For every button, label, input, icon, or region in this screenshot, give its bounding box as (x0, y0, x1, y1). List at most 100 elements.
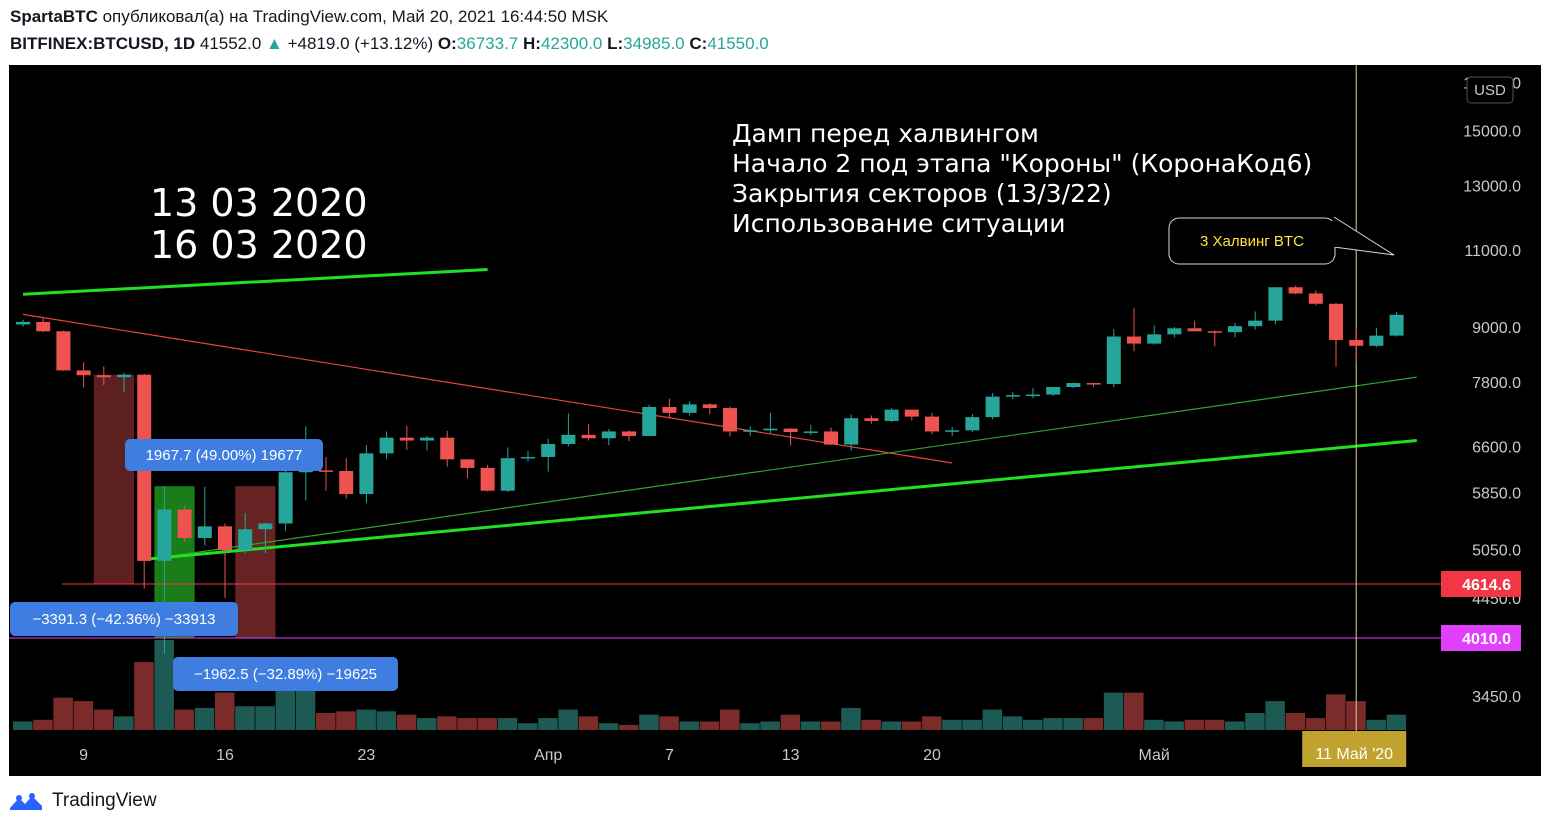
volume-bar (1285, 713, 1306, 730)
volume-bar (13, 721, 33, 730)
candle-body (1106, 336, 1121, 385)
price-axis: 17000.015000.013000.011000.09000.07800.0… (1441, 75, 1521, 706)
volume-bar (1043, 718, 1063, 730)
volume-bar (497, 718, 518, 730)
volume-layer (13, 639, 1407, 730)
x-tick-label: 16 (216, 747, 234, 764)
volume-bar (1204, 719, 1225, 730)
footer-brand[interactable]: TradingView (8, 790, 157, 812)
volume-bar (73, 701, 94, 730)
measure-label: 1967.7 (49.00%) 19677 (146, 447, 303, 464)
x-tick-label: 20 (923, 747, 941, 764)
candle-body (76, 370, 91, 376)
candle-body (702, 404, 717, 409)
volume-bar (861, 719, 881, 730)
crosshair-date-label: 11 Май '20 (1315, 746, 1393, 763)
volume-bar (235, 706, 255, 730)
volume-bar (962, 719, 982, 730)
candles-layer (16, 285, 1404, 654)
volume-bar (821, 721, 841, 730)
candle-body (803, 431, 818, 433)
candle-body (278, 472, 293, 524)
volume-bar (1164, 721, 1184, 730)
publish-info: SpartaBTC опубликовал(а) на TradingView.… (10, 7, 608, 27)
volume-bar (154, 639, 174, 730)
candle-body (1167, 328, 1182, 335)
annotation-date-2: 16 03 2020 (150, 223, 368, 267)
candle-body (238, 529, 253, 551)
callout-text: 3 Халвинг BTC (1200, 233, 1304, 250)
volume-bar (740, 723, 760, 730)
chart-svg[interactable]: 1967.7 (49.00%) 19677 −3391.3 (−42.36%) −… (9, 65, 1541, 776)
measurement-labels: 1967.7 (49.00%) 19677 −3391.3 (−42.36%) −… (10, 439, 398, 691)
volume-bar (901, 721, 922, 730)
candle-body (824, 431, 838, 445)
volume-bar (356, 709, 376, 730)
candle-body (117, 374, 131, 378)
candle-body (1005, 395, 1020, 397)
volume-bar (1225, 721, 1245, 730)
candle-body (1248, 320, 1263, 327)
candle-body (622, 431, 636, 436)
volume-bar (215, 692, 235, 730)
currency-label: USD (1474, 82, 1506, 99)
candle-body (1389, 314, 1404, 336)
volume-bar (93, 709, 114, 730)
candle-body (965, 417, 980, 431)
volume-bar (881, 721, 902, 730)
publish-text: опубликовал(а) на TradingView.com, Май 2… (102, 7, 609, 26)
candle-body (36, 321, 51, 332)
open-value: 36733.7 (456, 34, 519, 53)
candle-body (662, 407, 677, 413)
candle-body (1268, 287, 1283, 321)
volume-bar (1326, 694, 1346, 730)
price-change: +4819.0 (+13.12%) (287, 34, 434, 53)
candle-body (723, 408, 737, 432)
candle-body (379, 437, 394, 454)
symbol-info: BITFINEX:BTCUSD, 1D 41552.0 ▲ +4819.0 (+… (10, 34, 769, 54)
volume-bar (33, 719, 53, 730)
annotation-text-line: Закрытия секторов (13/3/22) (732, 179, 1112, 208)
author-name[interactable]: SpartaBTC (10, 7, 98, 26)
volume-bar (275, 682, 296, 730)
volume-bar (1103, 692, 1124, 730)
price-level-badge (1441, 570, 1521, 597)
volume-bar (1386, 714, 1407, 730)
price-level-badge (1441, 625, 1521, 651)
last-price: 41552.0 (199, 34, 262, 53)
volume-bar (639, 714, 659, 730)
price-level-label: 4614.6 (1462, 577, 1511, 594)
candle-body (601, 431, 616, 439)
volume-bar (720, 709, 740, 730)
volume-bar (1144, 719, 1164, 730)
candle-body (440, 437, 455, 460)
annotation-text-line: Начало 2 под этапа "Короны" (КоронаКод6) (732, 149, 1312, 178)
candle-body (1066, 383, 1081, 388)
volume-bar (1124, 692, 1144, 730)
candle-body (1288, 287, 1303, 294)
high-value: 42300.0 (540, 34, 603, 53)
candle-body (56, 331, 71, 371)
volume-bar (174, 709, 195, 730)
level-lines (9, 583, 1441, 639)
candle-body (682, 404, 697, 413)
volume-bar (255, 706, 275, 730)
volume-bar (578, 716, 599, 730)
candle-body (500, 458, 515, 491)
ascending-support-thin-line (164, 376, 1417, 558)
candle-body (480, 467, 495, 491)
chart-panel[interactable]: 1967.7 (49.00%) 19677 −3391.3 (−42.36%) −… (9, 65, 1541, 776)
candle-body (218, 526, 232, 551)
volume-bar (982, 709, 1003, 730)
y-tick-label: 5050.0 (1472, 542, 1521, 559)
candle-body (783, 428, 798, 433)
y-tick-label: 9000.0 (1472, 320, 1521, 337)
x-tick-label: 7 (665, 747, 674, 764)
candle-body (157, 509, 172, 561)
y-tick-label: 7800.0 (1472, 375, 1521, 392)
drop-range-box (93, 374, 134, 584)
candle-body (420, 437, 434, 441)
close-label: C: (689, 34, 708, 53)
candle-body (1187, 328, 1202, 332)
